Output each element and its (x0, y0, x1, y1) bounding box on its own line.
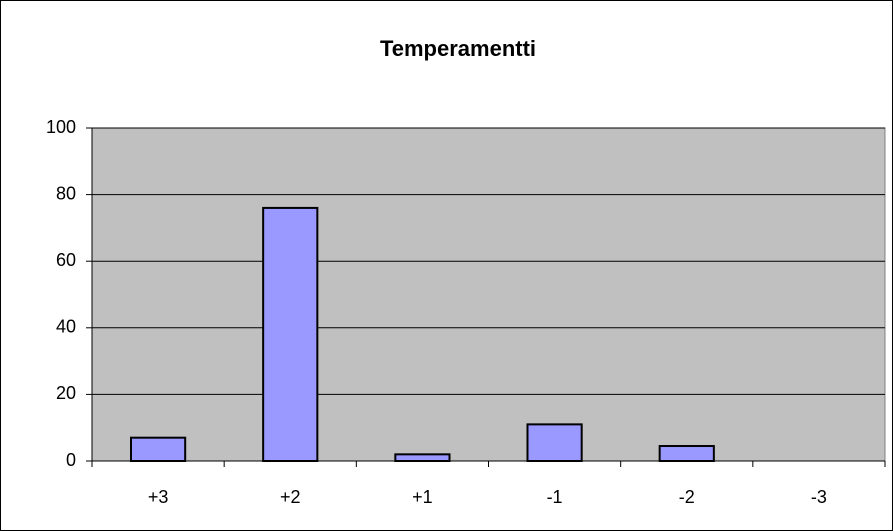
bar (394, 453, 451, 462)
x-tick-label: -3 (811, 487, 827, 507)
y-tick-label: 80 (56, 183, 76, 203)
x-tick-label: -2 (679, 487, 695, 507)
y-tick-label: 40 (56, 317, 76, 337)
y-tick-label: 60 (56, 250, 76, 270)
x-tick-label: +3 (148, 487, 169, 507)
bar (129, 436, 187, 463)
chart-title: Temperamentti (380, 36, 536, 61)
x-tick-label: +2 (280, 487, 301, 507)
x-tick-label: +1 (412, 487, 433, 507)
y-tick-label: 0 (66, 450, 76, 470)
x-tick-label: -1 (547, 487, 563, 507)
bar (658, 445, 715, 463)
plot-area (91, 127, 886, 462)
bar (526, 423, 583, 462)
y-tick-label: 100 (46, 117, 76, 137)
y-tick-label: 20 (56, 383, 76, 403)
bar (262, 206, 319, 462)
